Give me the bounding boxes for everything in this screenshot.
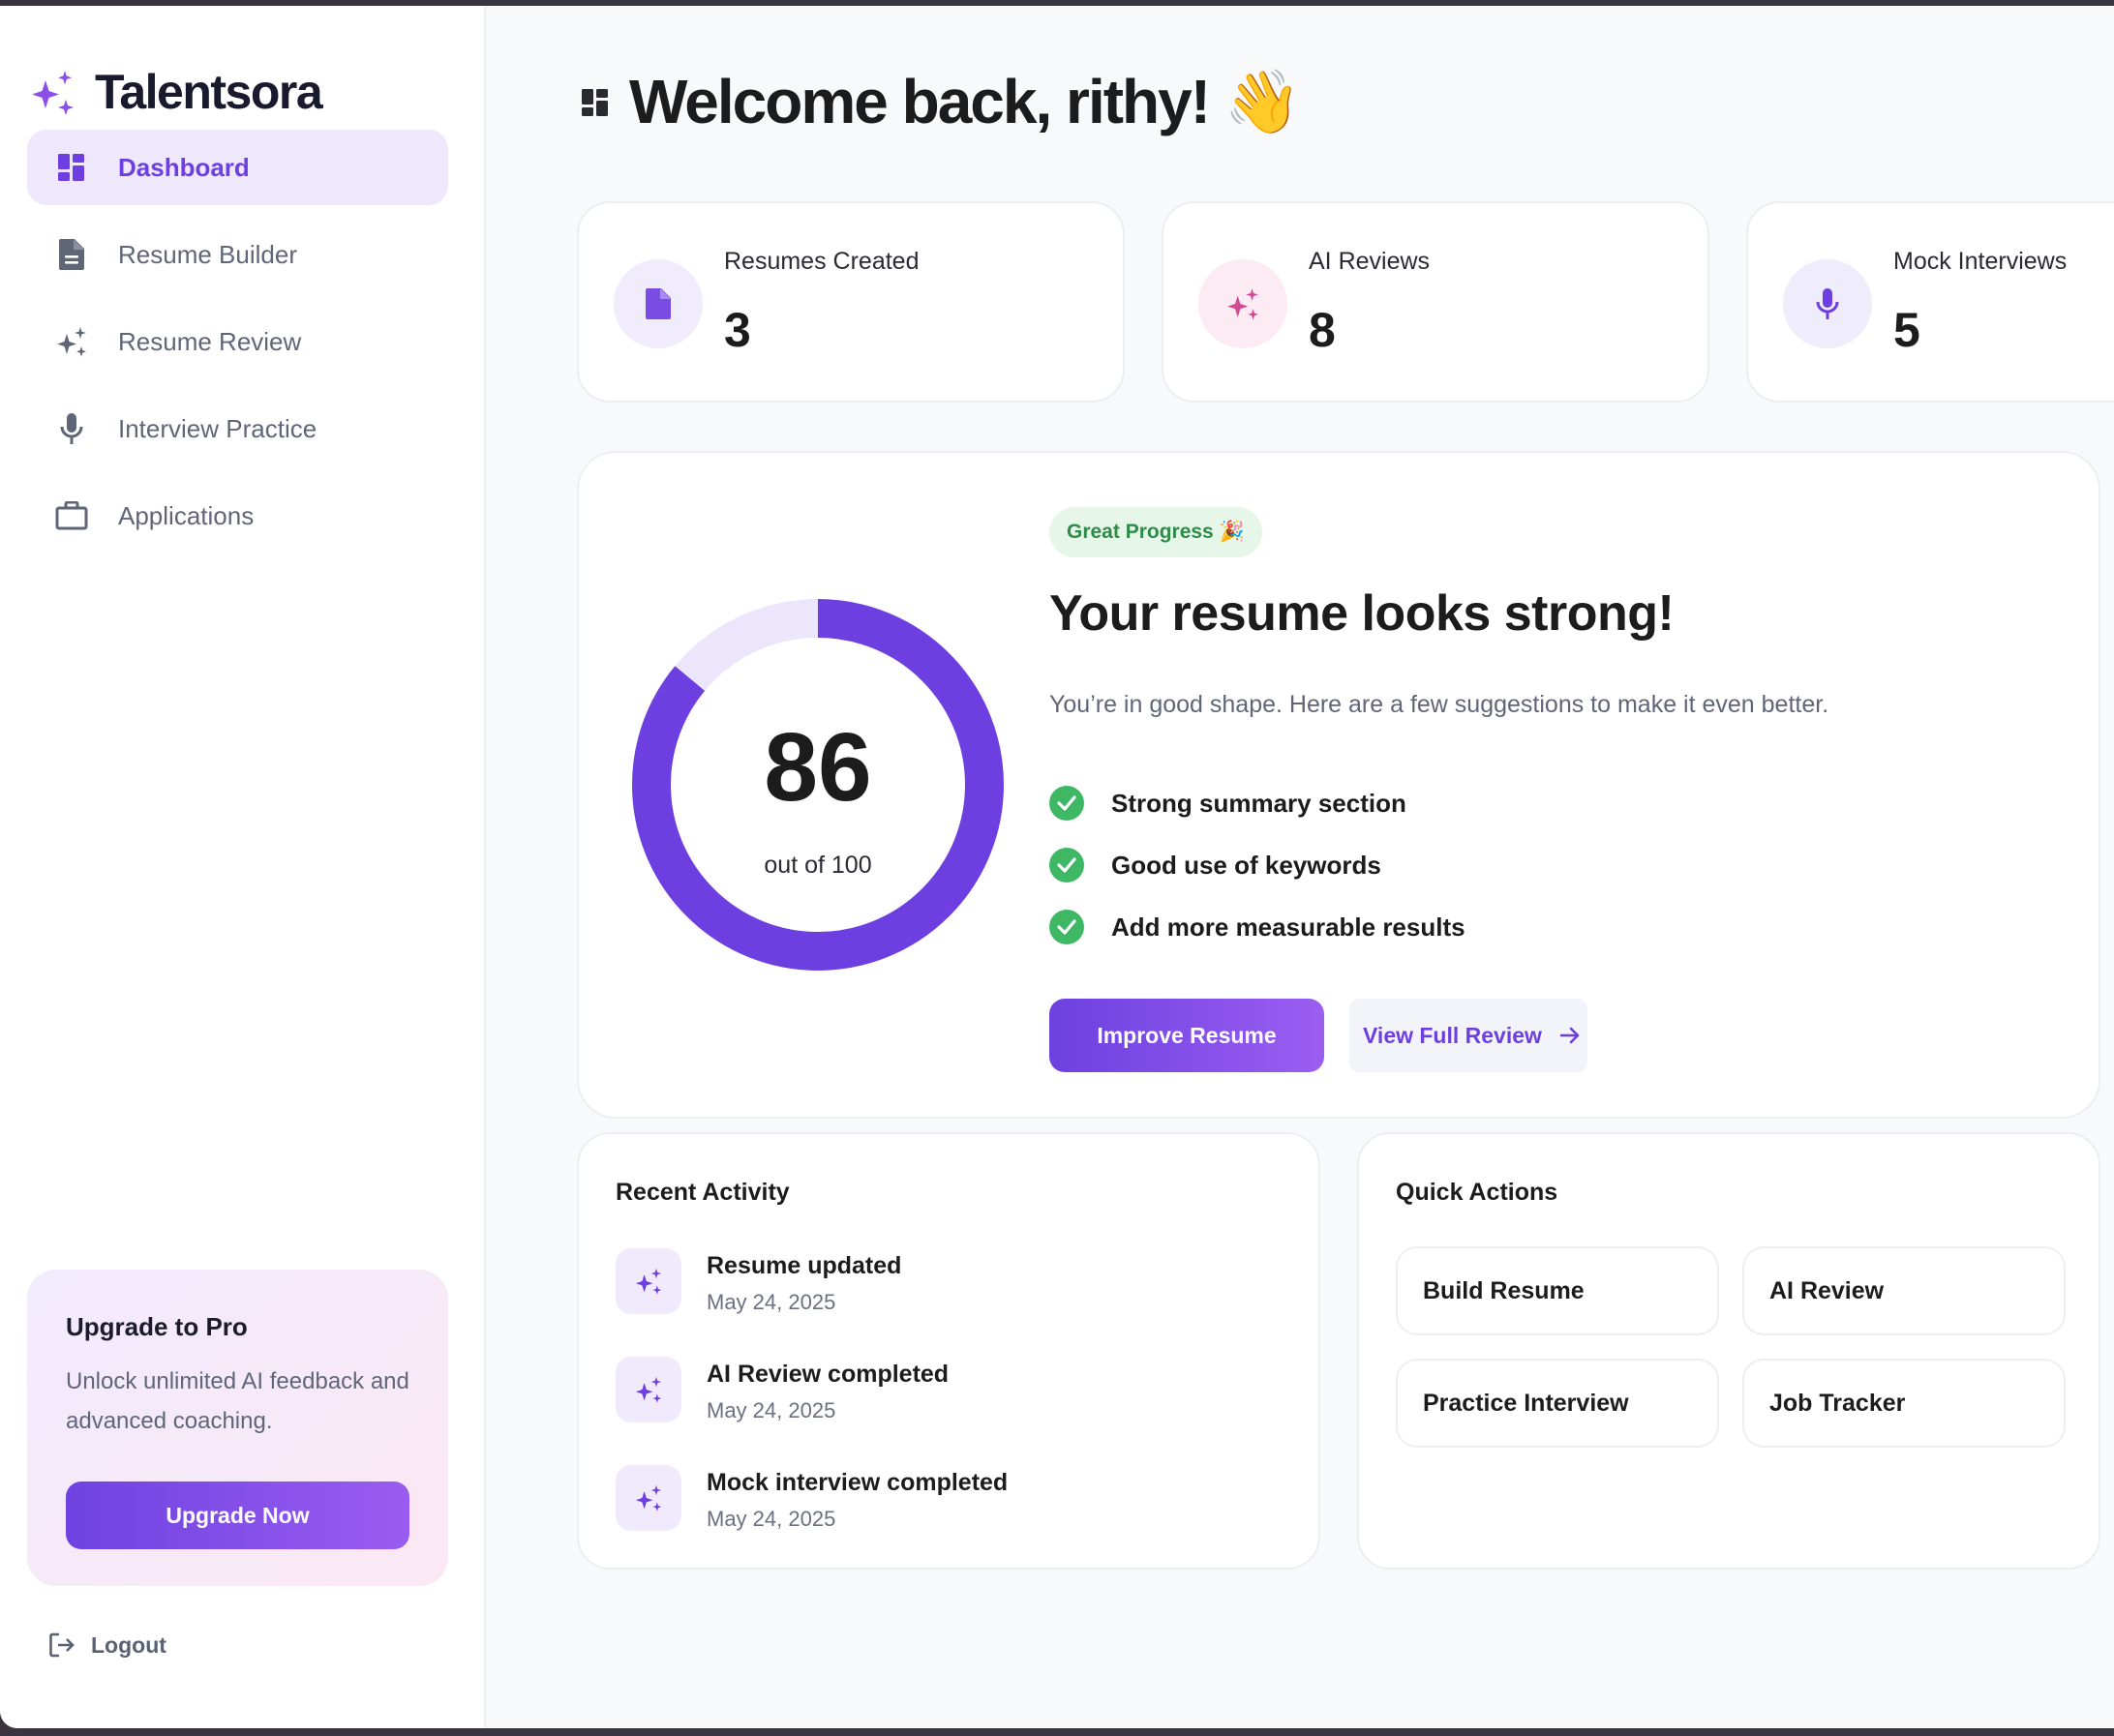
activity-date: May 24, 2025 [707, 1398, 836, 1422]
briefcase-icon [54, 498, 89, 533]
document-icon [614, 259, 703, 348]
logout-icon [49, 1632, 75, 1658]
stat-value: 3 [724, 303, 751, 357]
activity-date: May 24, 2025 [707, 1507, 836, 1531]
job-tracker-button[interactable]: Job Tracker [1742, 1359, 2066, 1448]
resume-score-card: 86 out of 100 Great Progress 🎉 Your resu… [577, 451, 2100, 1119]
sidebar-item-label: Resume Review [118, 326, 302, 356]
activity-title: Resume updated [707, 1252, 902, 1279]
page-title: Welcome back, rithy! 👋 [581, 66, 1301, 138]
upgrade-now-button[interactable]: Upgrade Now [66, 1482, 409, 1549]
list-item[interactable]: Mock interview completed May 24, 2025 [616, 1465, 1008, 1573]
sidebar-item-interview-practice[interactable]: Interview Practice [27, 391, 448, 466]
microphone-icon [54, 411, 89, 446]
check-icon [1049, 910, 1084, 944]
app-name: Talentsora [95, 65, 323, 119]
sparkles-icon [616, 1357, 681, 1422]
suggestion-list: Strong summary section Good use of keywo… [1049, 772, 1465, 958]
stat-value: 8 [1309, 303, 1336, 357]
stat-label: Mock Interviews [1893, 248, 2068, 275]
app-window: Talentsora Dashboard Resume Builder Resu… [0, 6, 2114, 1728]
list-item[interactable]: AI Review completed May 24, 2025 [616, 1357, 1008, 1465]
check-icon [1049, 786, 1084, 821]
stat-label: AI Reviews [1309, 248, 1431, 275]
sidebar: Talentsora Dashboard Resume Builder Resu… [0, 6, 486, 1728]
sidebar-item-resume-builder[interactable]: Resume Builder [27, 217, 448, 292]
welcome-heading: Welcome back, rithy! 👋 [629, 67, 1301, 136]
score-heading: Your resume looks strong! [1049, 585, 1675, 642]
sidebar-item-dashboard[interactable]: Dashboard [27, 130, 448, 205]
activity-title: AI Review completed [707, 1361, 950, 1388]
stat-value: 5 [1893, 303, 1920, 357]
suggestion-label: Add more measurable results [1111, 912, 1465, 942]
arrow-right-icon [1559, 1027, 1580, 1044]
view-full-review-label: View Full Review [1363, 1022, 1542, 1048]
stat-card-resumes[interactable]: Resumes Created 3 [577, 201, 1125, 403]
suggestion-item: Good use of keywords [1049, 834, 1465, 896]
practice-interview-button[interactable]: Practice Interview [1396, 1359, 1719, 1448]
sidebar-item-label: Resume Builder [118, 239, 297, 269]
suggestion-label: Strong summary section [1111, 788, 1406, 818]
activity-date: May 24, 2025 [707, 1290, 836, 1314]
ai-review-button[interactable]: AI Review [1742, 1246, 2066, 1335]
quick-actions-grid: Build Resume AI Review Practice Intervie… [1396, 1246, 2066, 1448]
sidebar-item-resume-review[interactable]: Resume Review [27, 304, 448, 379]
dashboard-icon [54, 150, 89, 185]
stat-card-mock-interviews[interactable]: Mock Interviews 5 [1746, 201, 2114, 403]
card-title: Quick Actions [1396, 1179, 1558, 1206]
stat-card-ai-reviews[interactable]: AI Reviews 8 [1162, 201, 1709, 403]
sparkles-logo-icon [32, 71, 74, 115]
suggestion-label: Good use of keywords [1111, 850, 1381, 880]
score-ring-fill [632, 599, 1004, 971]
activity-list: Resume updated May 24, 2025 AI Review co… [616, 1248, 1008, 1573]
recent-activity-card: Recent Activity Resume updated May 24, 2… [577, 1132, 1320, 1570]
sparkles-icon [616, 1248, 681, 1314]
sidebar-item-label: Interview Practice [118, 413, 317, 443]
logout-label: Logout [91, 1631, 166, 1658]
sidebar-nav: Dashboard Resume Builder Resume Review I… [27, 130, 448, 565]
card-title: Recent Activity [616, 1179, 790, 1206]
sparkles-icon [54, 324, 89, 359]
stat-label: Resumes Created [724, 248, 920, 275]
sidebar-item-label: Applications [118, 500, 255, 530]
list-item[interactable]: Resume updated May 24, 2025 [616, 1248, 1008, 1357]
score-ring: 86 out of 100 [629, 596, 1007, 973]
suggestion-item: Add more measurable results [1049, 896, 1465, 958]
sidebar-item-applications[interactable]: Applications [27, 478, 448, 554]
view-full-review-button[interactable]: View Full Review [1349, 999, 1587, 1072]
build-resume-button[interactable]: Build Resume [1396, 1246, 1719, 1335]
document-icon [54, 237, 89, 272]
logout-button[interactable]: Logout [48, 1631, 166, 1659]
upgrade-description: Unlock unlimited AI feedback and advance… [66, 1368, 409, 1434]
check-icon [1049, 848, 1084, 883]
activity-title: Mock interview completed [707, 1469, 1009, 1496]
microphone-icon [1783, 259, 1872, 348]
app-logo[interactable]: Talentsora [29, 64, 323, 120]
upgrade-card: Upgrade to Pro Unlock unlimited AI feedb… [27, 1270, 448, 1586]
sidebar-item-label: Dashboard [118, 152, 250, 182]
dashboard-icon [582, 88, 608, 116]
score-ring-chart [632, 599, 1004, 971]
sparkles-icon [1198, 259, 1287, 348]
sparkles-icon [616, 1465, 681, 1531]
quick-actions-card: Quick Actions Build Resume AI Review Pra… [1357, 1132, 2100, 1570]
upgrade-title: Upgrade to Pro [66, 1312, 248, 1341]
suggestion-item: Strong summary section [1049, 772, 1465, 834]
score-description: You’re in good shape. Here are a few sug… [1049, 691, 1829, 718]
score-max-label: out of 100 [764, 852, 872, 879]
status-badge: Great Progress 🎉 [1049, 507, 1262, 557]
score-value: 86 [764, 713, 872, 822]
improve-resume-button[interactable]: Improve Resume [1049, 999, 1324, 1072]
